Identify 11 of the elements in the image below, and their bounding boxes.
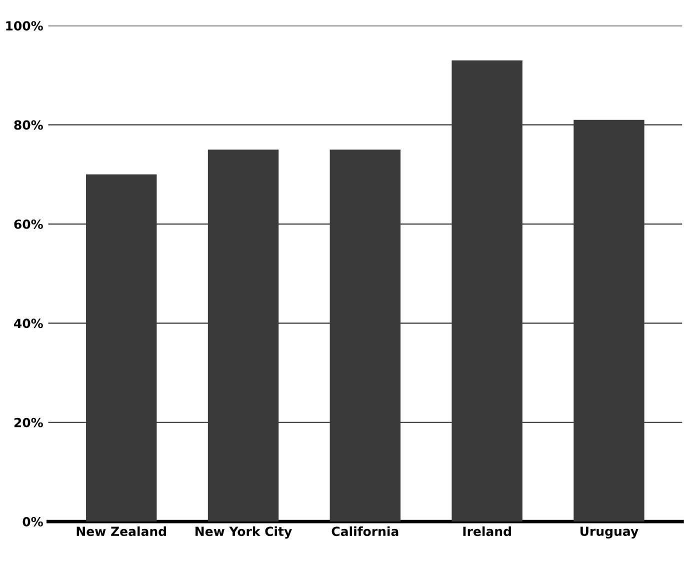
- x-tick-label: New Zealand: [76, 526, 166, 536]
- x-tick-label: New York City: [196, 526, 292, 539]
- x-tick-label: Uruguay: [580, 526, 638, 539]
- y-tick-label: 0%: [22, 517, 43, 526]
- y-tick-label: 40%: [14, 318, 43, 328]
- y-tick-label: 80%: [14, 120, 43, 130]
- y-tick-label: 60%: [14, 219, 43, 229]
- y-tick-label: 20%: [14, 418, 43, 428]
- x-tick-label: Ireland: [463, 526, 511, 536]
- y-tick-label: 100%: [6, 21, 43, 31]
- x-tick-label: California: [332, 526, 398, 536]
